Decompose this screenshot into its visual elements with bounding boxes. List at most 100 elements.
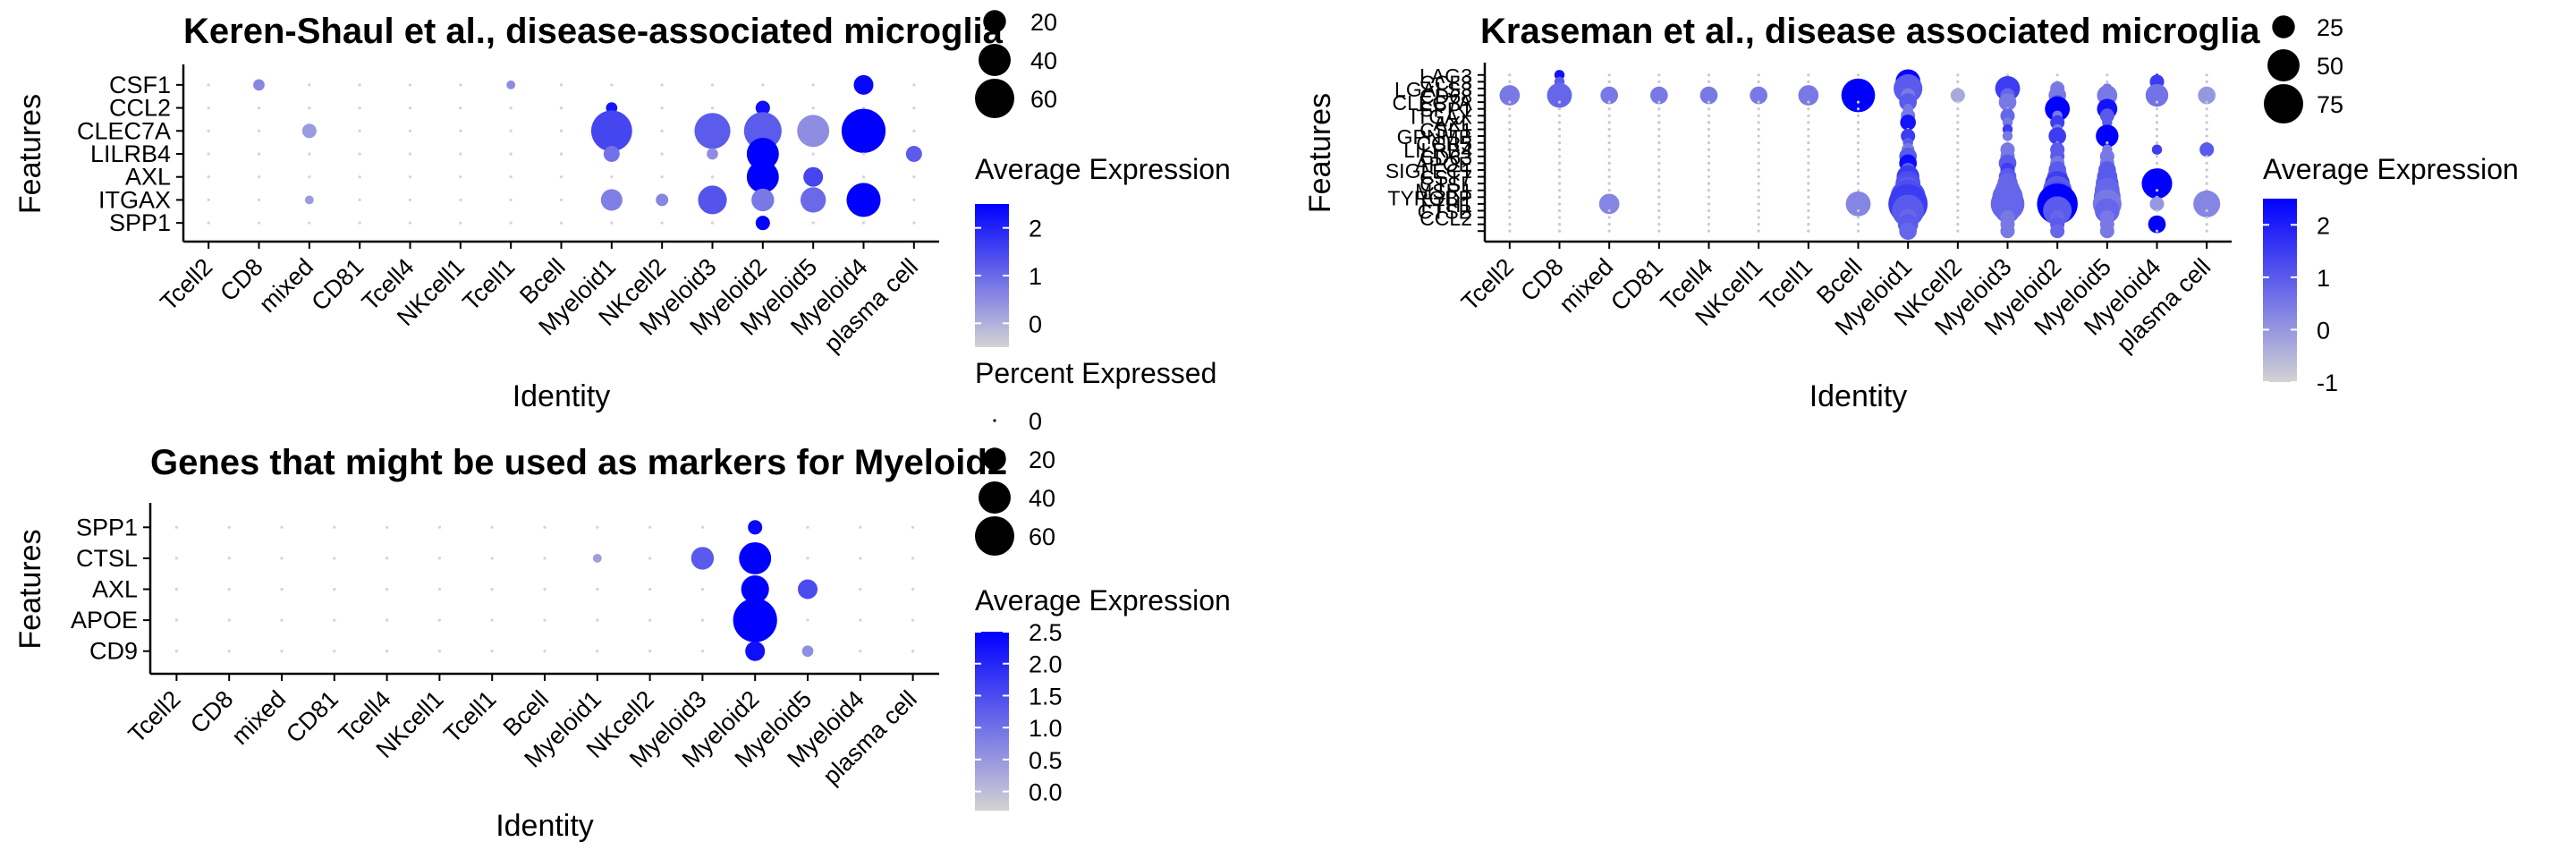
data-dot xyxy=(700,525,705,529)
y-tick-label: AXL xyxy=(1434,112,1473,135)
data-dot xyxy=(1508,141,1512,145)
y-axis-title: Features xyxy=(13,529,47,649)
data-dot xyxy=(610,83,614,87)
chart-title: Keren-Shaul et al., disease-associated m… xyxy=(183,12,1004,51)
data-dot xyxy=(1798,85,1819,106)
data-dot xyxy=(1557,208,1562,213)
data-dot xyxy=(806,618,809,622)
data-dot xyxy=(660,152,664,156)
data-dot xyxy=(1657,73,1661,77)
data-dot xyxy=(700,618,705,622)
data-dot xyxy=(841,108,886,153)
data-dot xyxy=(811,106,815,110)
data-dot xyxy=(1508,208,1512,213)
data-dot xyxy=(2155,114,2159,117)
data-dot xyxy=(1956,127,1960,132)
y-tick-label: CSF1 xyxy=(109,72,171,98)
data-dot xyxy=(1757,127,1760,132)
data-dot xyxy=(1707,134,1711,138)
data-dot xyxy=(912,175,916,179)
data-dot xyxy=(1607,182,1611,185)
data-dot xyxy=(648,525,652,529)
data-dot xyxy=(2045,96,2071,122)
data-dot xyxy=(861,221,866,225)
y-tick-label: CLEC7A xyxy=(1393,91,1473,115)
data-dot xyxy=(2205,114,2208,117)
data-dot xyxy=(437,650,441,653)
data-dot xyxy=(1956,216,1960,219)
data-dot xyxy=(1607,141,1611,145)
data-dot xyxy=(1757,80,1760,83)
data-dot xyxy=(1557,134,1562,138)
data-dot xyxy=(1607,208,1611,213)
data-dot xyxy=(1757,148,1760,151)
color-legend-label: 2 xyxy=(1029,216,1042,242)
data-dot xyxy=(859,525,862,529)
data-dot xyxy=(408,221,412,225)
data-dot xyxy=(1807,174,1810,179)
color-legend-label: 1 xyxy=(1029,263,1042,290)
data-dot xyxy=(509,106,513,110)
y-tick-label: CST7 xyxy=(1419,166,1472,190)
data-dot xyxy=(2155,107,2159,111)
y-tick-label: CCR5 xyxy=(1416,132,1472,156)
size-legend-dot xyxy=(993,419,996,422)
size-legend-label: 25 xyxy=(2317,14,2343,41)
data-dot xyxy=(1607,155,1611,158)
data-dot xyxy=(2155,134,2159,138)
data-dot xyxy=(2205,223,2208,226)
data-dot xyxy=(1657,174,1661,179)
data-dot xyxy=(2193,190,2221,217)
size-legend-dot xyxy=(979,44,1011,76)
data-dot xyxy=(859,650,862,653)
data-dot xyxy=(1707,127,1711,132)
data-dot xyxy=(596,587,599,591)
chart-title: Genes that might be used as markers for … xyxy=(150,443,1007,482)
x-axis-title: Identity xyxy=(496,809,594,843)
y-tick-label: SPP1 xyxy=(76,514,138,540)
data-dot xyxy=(333,650,336,653)
size-legend-label: 40 xyxy=(1030,47,1057,74)
data-dot xyxy=(746,138,779,170)
data-dot xyxy=(1757,168,1760,172)
data-dot xyxy=(912,106,916,110)
data-dot xyxy=(846,183,881,217)
color-legend-title: Average Expression xyxy=(2263,153,2519,185)
data-dot xyxy=(1757,189,1760,192)
y-tick-label: CSF1 xyxy=(1419,118,1472,141)
data-dot xyxy=(745,641,766,661)
data-dot xyxy=(1649,86,1668,105)
data-dot xyxy=(543,650,547,653)
data-dot xyxy=(386,650,389,653)
data-dot xyxy=(1807,114,1810,117)
data-dot xyxy=(1757,73,1760,77)
data-dot xyxy=(333,618,336,622)
x-tick-label: Tcell2 xyxy=(1456,253,1519,316)
x-tick-label: Tcell1 xyxy=(1755,253,1818,316)
data-dot xyxy=(1856,189,1860,192)
color-legend-label: 1.5 xyxy=(1029,683,1063,710)
data-dot xyxy=(207,152,210,156)
data-dot xyxy=(1757,134,1760,138)
data-dot xyxy=(1757,216,1760,219)
data-dot xyxy=(1607,73,1611,77)
data-dot xyxy=(2155,127,2159,132)
data-dot xyxy=(559,152,564,156)
data-dot xyxy=(1657,161,1661,165)
data-dot xyxy=(1508,223,1512,226)
data-dot xyxy=(257,152,261,156)
size-legend-label: 40 xyxy=(1029,485,1055,512)
data-dot xyxy=(2002,131,2013,141)
data-dot xyxy=(1807,73,1810,77)
data-dot xyxy=(1757,182,1760,185)
data-dot xyxy=(610,221,614,225)
data-dot xyxy=(227,587,231,591)
y-tick-label: GPNMB xyxy=(1397,125,1472,149)
data-dot xyxy=(912,129,916,132)
data-dot xyxy=(1856,141,1860,145)
size-legend-label: 0 xyxy=(1029,408,1042,435)
x-axis-title: Identity xyxy=(1809,379,1908,413)
data-dot xyxy=(559,198,564,202)
data-dot xyxy=(660,221,664,225)
